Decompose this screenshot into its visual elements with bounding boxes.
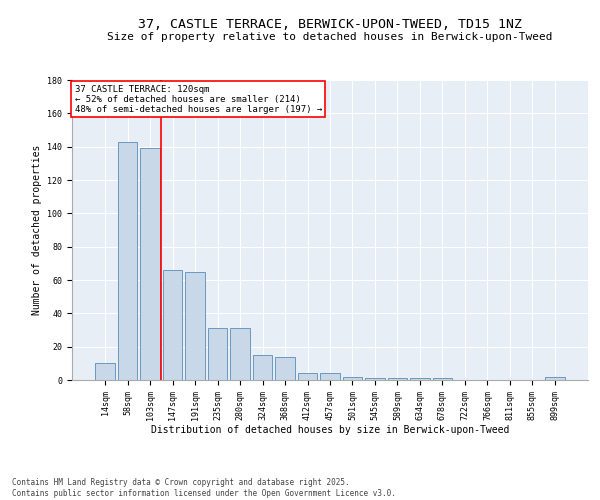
Bar: [118, 142, 137, 380]
Text: Contains HM Land Registry data © Crown copyright and database right 2025.
Contai: Contains HM Land Registry data © Crown c…: [12, 478, 396, 498]
Bar: [230, 328, 250, 380]
Bar: [365, 378, 385, 380]
Bar: [163, 270, 182, 380]
Bar: [545, 376, 565, 380]
X-axis label: Distribution of detached houses by size in Berwick-upon-Tweed: Distribution of detached houses by size …: [151, 426, 509, 436]
Y-axis label: Number of detached properties: Number of detached properties: [32, 145, 42, 315]
Text: Size of property relative to detached houses in Berwick-upon-Tweed: Size of property relative to detached ho…: [107, 32, 553, 42]
Text: 37 CASTLE TERRACE: 120sqm
← 52% of detached houses are smaller (214)
48% of semi: 37 CASTLE TERRACE: 120sqm ← 52% of detac…: [74, 84, 322, 114]
Bar: [140, 148, 160, 380]
Bar: [298, 374, 317, 380]
Bar: [388, 378, 407, 380]
Bar: [208, 328, 227, 380]
Bar: [410, 378, 430, 380]
Bar: [253, 355, 272, 380]
Bar: [275, 356, 295, 380]
Bar: [320, 374, 340, 380]
Bar: [185, 272, 205, 380]
Bar: [95, 364, 115, 380]
Text: 37, CASTLE TERRACE, BERWICK-UPON-TWEED, TD15 1NZ: 37, CASTLE TERRACE, BERWICK-UPON-TWEED, …: [138, 18, 522, 30]
Bar: [343, 376, 362, 380]
Bar: [433, 378, 452, 380]
